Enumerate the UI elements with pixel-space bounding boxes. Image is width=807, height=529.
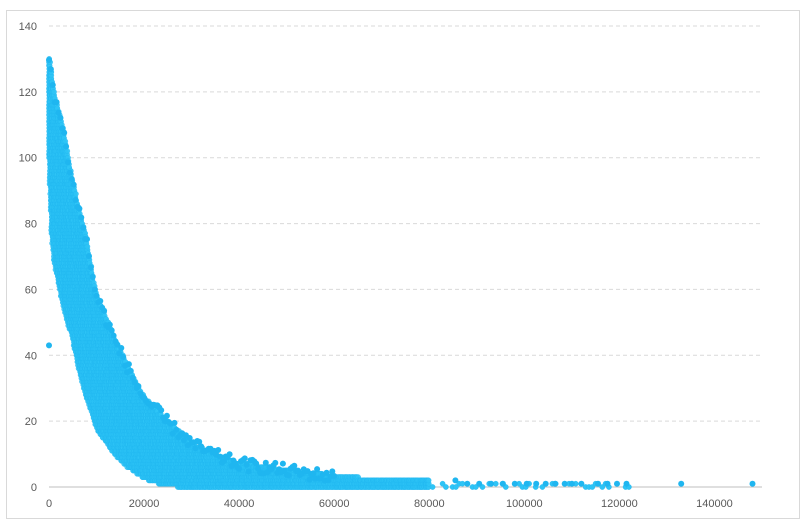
data-point: [51, 89, 57, 95]
data-point: [62, 138, 69, 145]
data-point: [73, 191, 79, 197]
data-point: [84, 243, 91, 250]
data-points: [46, 56, 756, 490]
gridlines: [49, 25, 762, 422]
